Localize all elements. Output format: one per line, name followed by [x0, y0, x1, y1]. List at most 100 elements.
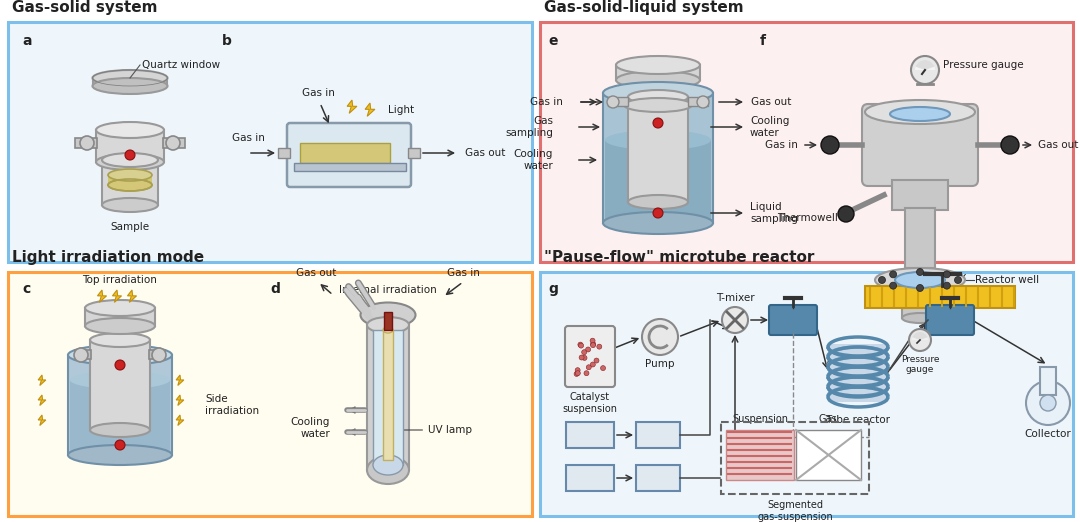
Text: Gas in: Gas in — [765, 140, 798, 150]
Bar — [721, 422, 869, 494]
Bar — [627, 97, 688, 202]
Bar — [367, 325, 409, 470]
Text: Gas in: Gas in — [231, 133, 265, 143]
FancyBboxPatch shape — [862, 104, 978, 186]
Text: Gas-solid system: Gas-solid system — [12, 0, 158, 15]
Ellipse shape — [90, 423, 150, 437]
Circle shape — [1040, 395, 1056, 411]
Text: b: b — [222, 34, 232, 48]
Circle shape — [582, 350, 586, 354]
Circle shape — [653, 208, 663, 218]
Bar — [373, 330, 403, 465]
Circle shape — [890, 282, 896, 289]
Text: Gas in: Gas in — [301, 88, 335, 98]
Text: a: a — [22, 34, 31, 48]
Ellipse shape — [875, 268, 966, 292]
Bar — [90, 340, 150, 430]
Text: Valve 1: Valve 1 — [774, 315, 811, 325]
Circle shape — [943, 271, 950, 278]
Text: Suspension: Suspension — [732, 414, 788, 424]
Circle shape — [697, 96, 708, 108]
Text: Gas out: Gas out — [751, 97, 792, 107]
Ellipse shape — [90, 333, 150, 347]
Text: f: f — [760, 34, 766, 48]
Circle shape — [838, 206, 854, 222]
Polygon shape — [127, 290, 136, 302]
Ellipse shape — [624, 98, 692, 112]
Text: Quartz window: Quartz window — [141, 60, 220, 70]
Bar — [540, 22, 1074, 262]
Circle shape — [576, 367, 580, 373]
Circle shape — [75, 348, 87, 362]
Bar — [384, 312, 392, 330]
Ellipse shape — [96, 122, 164, 138]
Circle shape — [579, 355, 584, 360]
Ellipse shape — [890, 107, 950, 121]
Text: MFC: MFC — [646, 473, 670, 483]
Bar — [605, 140, 711, 222]
Text: Segmented
gas-suspension: Segmented gas-suspension — [757, 500, 833, 521]
Bar — [163, 138, 185, 148]
Text: Catalyst
suspension: Catalyst suspension — [563, 392, 618, 413]
FancyBboxPatch shape — [565, 326, 615, 387]
Circle shape — [642, 319, 678, 355]
Ellipse shape — [68, 445, 172, 465]
Ellipse shape — [383, 327, 393, 333]
Bar — [149, 350, 165, 359]
Polygon shape — [176, 415, 184, 425]
Polygon shape — [112, 290, 122, 302]
Bar — [383, 330, 393, 460]
Bar — [85, 308, 156, 326]
Ellipse shape — [85, 318, 156, 334]
Polygon shape — [365, 103, 375, 116]
Circle shape — [152, 348, 166, 362]
Bar — [828, 344, 888, 402]
Circle shape — [584, 371, 589, 376]
Ellipse shape — [367, 456, 409, 484]
Bar — [75, 350, 91, 359]
Circle shape — [909, 329, 931, 351]
Circle shape — [114, 360, 125, 370]
Bar — [905, 208, 935, 268]
Ellipse shape — [96, 154, 164, 170]
Text: Cooling
water: Cooling water — [750, 116, 789, 138]
Polygon shape — [97, 290, 107, 302]
FancyBboxPatch shape — [287, 123, 411, 187]
Text: Cooling
water: Cooling water — [291, 417, 330, 439]
Bar — [796, 430, 861, 480]
Text: g: g — [548, 282, 558, 296]
Text: Gas out: Gas out — [1038, 140, 1078, 150]
Text: MFC: MFC — [646, 430, 670, 440]
Wedge shape — [912, 332, 928, 340]
Text: "Pause-flow" microtube reactor: "Pause-flow" microtube reactor — [544, 250, 814, 265]
Text: Gas out: Gas out — [296, 268, 336, 278]
Text: Gas-solid-liquid system: Gas-solid-liquid system — [544, 0, 744, 15]
Bar — [75, 138, 97, 148]
Bar — [865, 286, 1015, 308]
Bar — [636, 465, 680, 491]
Ellipse shape — [603, 212, 713, 234]
Text: Light irradiation mode: Light irradiation mode — [12, 250, 204, 265]
Text: Pressure gauge: Pressure gauge — [943, 60, 1024, 70]
Text: T-mixer: T-mixer — [716, 293, 754, 303]
Text: Gas: Gas — [819, 414, 837, 424]
Text: Gas
sampling: Gas sampling — [505, 116, 553, 138]
Text: Sample: Sample — [110, 222, 149, 232]
Text: d: d — [270, 282, 280, 296]
Ellipse shape — [605, 130, 711, 150]
Text: Collector: Collector — [1025, 429, 1071, 439]
Ellipse shape — [367, 317, 409, 333]
Text: Reactor well: Reactor well — [975, 275, 1039, 285]
Ellipse shape — [361, 303, 416, 327]
Wedge shape — [915, 60, 935, 70]
Circle shape — [653, 118, 663, 128]
FancyBboxPatch shape — [926, 305, 974, 335]
Bar — [93, 78, 167, 86]
Bar — [108, 175, 152, 185]
Circle shape — [821, 136, 839, 154]
Bar — [8, 272, 532, 516]
Circle shape — [597, 344, 602, 349]
Circle shape — [943, 282, 950, 289]
Bar — [294, 163, 406, 171]
Ellipse shape — [102, 153, 158, 167]
